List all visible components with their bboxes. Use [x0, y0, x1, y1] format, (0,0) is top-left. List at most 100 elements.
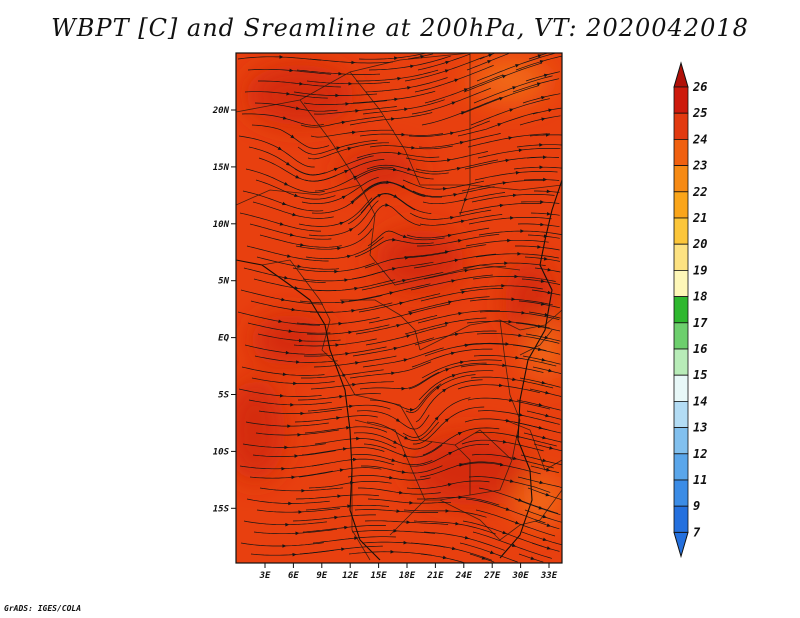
streamline-arrow — [291, 307, 296, 312]
streamline-arrow — [545, 390, 550, 395]
streamline-arrow — [487, 60, 492, 64]
streamline — [354, 509, 439, 513]
streamline-arrow — [405, 256, 410, 260]
streamline-arrow — [289, 68, 294, 73]
streamline — [530, 212, 560, 216]
streamline-arrow — [451, 374, 457, 378]
streamline — [250, 300, 334, 313]
lon-label: 33E — [540, 571, 558, 581]
streamline — [422, 192, 506, 205]
streamline — [367, 498, 451, 504]
streamline-arrow — [538, 506, 543, 510]
streamline-arrow — [509, 479, 515, 483]
streamline — [512, 344, 561, 355]
temperature-patch — [505, 260, 555, 340]
streamline — [306, 324, 390, 335]
streamline — [523, 179, 560, 181]
streamline-arrow — [338, 321, 343, 326]
streamline-arrow — [448, 451, 453, 456]
streamline — [514, 498, 561, 516]
streamline-arrow — [507, 238, 512, 243]
streamline-arrow — [435, 385, 441, 390]
streamline-arrow — [344, 170, 349, 174]
streamline-arrow — [444, 69, 450, 73]
streamline-arrow — [536, 82, 542, 86]
streamline — [356, 410, 430, 430]
lat-label: 20N — [212, 106, 230, 116]
colorbar-label: 15 — [693, 368, 707, 382]
streamline — [311, 182, 387, 214]
streamline — [255, 429, 339, 436]
streamline-arrow — [334, 269, 339, 274]
streamline-arrow — [391, 371, 396, 376]
colorbar-segment — [673, 427, 689, 455]
streamline-arrow — [392, 237, 397, 242]
streamline-arrow — [518, 333, 523, 338]
grads-credit: GrADS: IGES/COLA — [4, 604, 82, 613]
streamline — [242, 443, 326, 448]
streamline-arrow — [512, 86, 517, 90]
streamline — [295, 228, 373, 250]
streamline-arrow — [289, 233, 295, 237]
streamline-arrow — [542, 537, 547, 542]
streamline-arrow — [543, 73, 549, 78]
streamline-arrow — [514, 520, 520, 525]
streamline-arrow — [517, 251, 522, 256]
streamline-arrow — [354, 286, 359, 291]
streamline — [421, 359, 502, 379]
streamline — [362, 347, 444, 368]
streamline — [308, 480, 392, 489]
streamline-arrow — [546, 546, 552, 550]
streamline-arrow — [393, 528, 398, 533]
streamline-arrow — [397, 151, 402, 156]
streamline — [296, 317, 380, 325]
streamline — [469, 298, 553, 306]
streamline-arrow — [341, 195, 347, 200]
streamline — [475, 253, 559, 259]
colorbar-top-arrow — [673, 61, 689, 88]
colorbar-label: 16 — [693, 342, 707, 356]
streamline-arrow — [404, 107, 409, 112]
streamline — [515, 55, 562, 71]
streamline — [251, 377, 335, 384]
streamline-arrow — [547, 290, 552, 295]
streamline-arrow — [511, 543, 517, 547]
streamline — [525, 333, 561, 342]
streamline-arrow — [541, 380, 546, 385]
colorbar-segment — [673, 191, 689, 219]
streamline-arrow — [346, 426, 351, 430]
streamline-arrow — [292, 212, 297, 217]
streamline-arrow — [458, 495, 463, 500]
colorbar-bottom-arrow — [673, 531, 689, 559]
streamline-arrow — [540, 279, 546, 283]
streamline-arrow — [541, 95, 546, 100]
colorbar-label: 14 — [693, 394, 707, 408]
streamline — [296, 69, 381, 75]
streamline — [460, 364, 544, 373]
streamline-arrows — [277, 53, 554, 560]
streamline-arrow — [345, 102, 350, 106]
streamline-arrow — [350, 200, 355, 205]
streamline — [242, 190, 324, 212]
streamline-arrow — [299, 81, 304, 86]
streamline — [522, 355, 561, 365]
streamline — [468, 217, 552, 225]
streamline — [294, 155, 374, 176]
streamline-arrow — [541, 357, 546, 362]
streamline-arrow — [334, 515, 339, 520]
streamline-arrow — [543, 234, 548, 238]
streamline-arrow — [410, 64, 415, 69]
temperature-patch — [245, 65, 355, 125]
lon-label: 18E — [399, 571, 416, 581]
chart-title: WBPT [C] and Sreamline at 200hPa, VT: 20… — [51, 14, 749, 42]
streamline-arrow — [285, 350, 290, 355]
colorbar-label: 21 — [692, 211, 707, 225]
streamline-arrow — [348, 228, 354, 232]
streamline-arrow — [518, 498, 523, 502]
colorbar-label: 22 — [692, 185, 707, 199]
streamline-arrow — [281, 297, 286, 302]
streamline-arrow — [342, 373, 347, 378]
streamline-arrow — [541, 117, 546, 122]
streamline-arrow — [445, 509, 450, 513]
